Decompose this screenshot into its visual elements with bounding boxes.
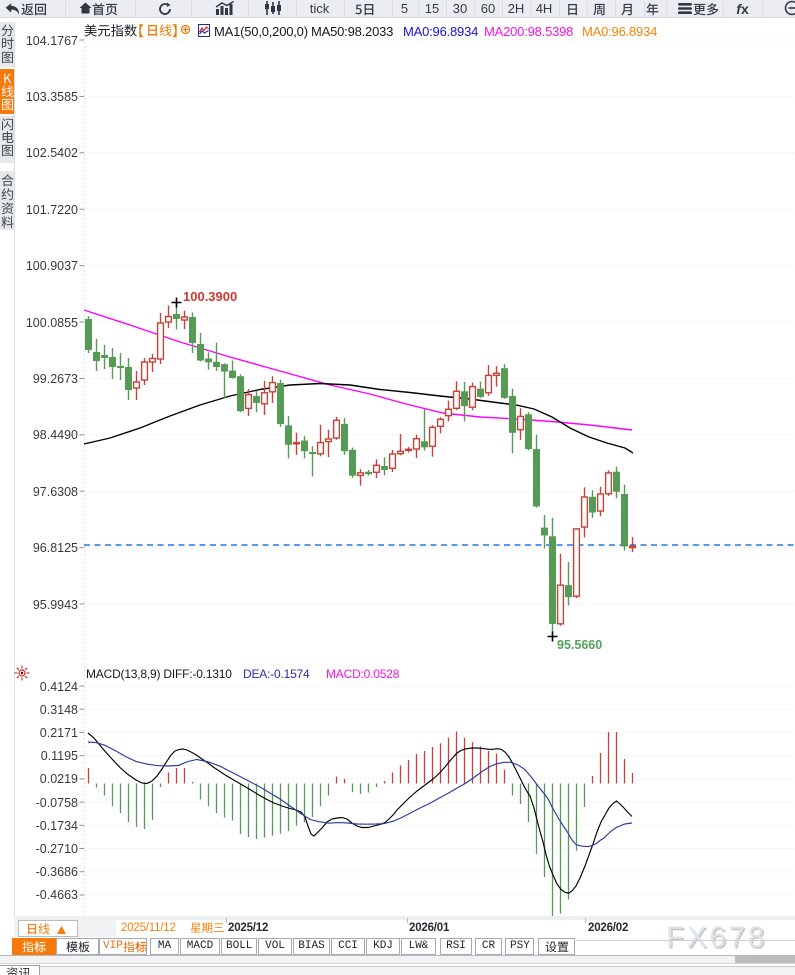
- svg-text:100.3900: 100.3900: [183, 289, 237, 304]
- svg-text:95.5660: 95.5660: [557, 638, 602, 652]
